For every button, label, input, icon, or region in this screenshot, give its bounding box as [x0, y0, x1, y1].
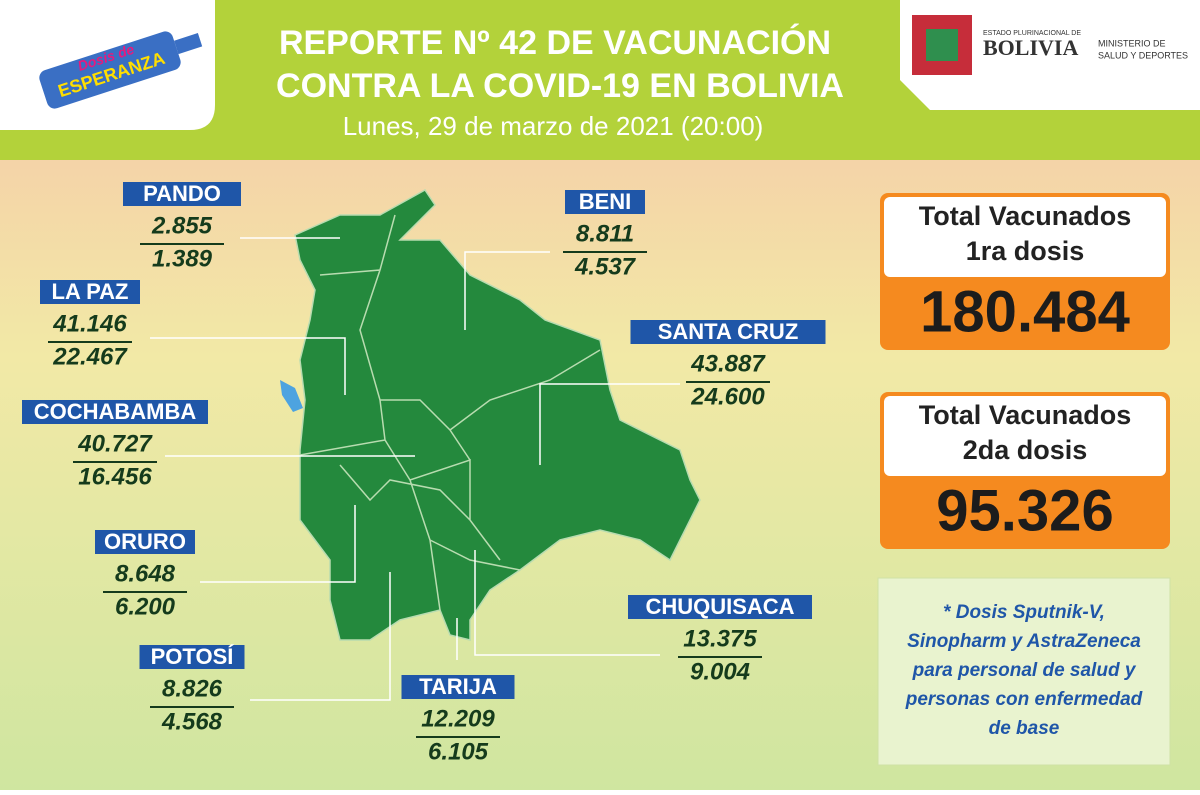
ministry-name: SALUD Y DEPORTES — [1098, 50, 1188, 60]
department-name: PANDO — [143, 181, 221, 206]
title: REPORTE Nº 42 DE VACUNACIÓN — [279, 24, 831, 62]
needle — [174, 33, 203, 55]
department-name: LA PAZ — [52, 279, 129, 304]
note-line: para personal de salud y — [912, 660, 1137, 681]
total-value: 180.484 — [920, 279, 1130, 344]
second-dose: 6.200 — [115, 593, 176, 620]
second-dose: 1.389 — [152, 245, 213, 272]
total-label: Total Vacunados — [919, 201, 1132, 231]
department-label-box — [40, 280, 140, 304]
department-label-box — [401, 675, 515, 699]
department-label-box — [630, 320, 826, 344]
leader-line — [200, 505, 356, 583]
total-label-bg — [884, 197, 1166, 277]
first-dose: 40.727 — [77, 430, 153, 457]
first-dose: 41.146 — [52, 310, 127, 337]
note-line: de base — [989, 718, 1060, 739]
total-label: 2da dosis — [963, 435, 1088, 465]
total-label: Total Vacunados — [919, 400, 1132, 430]
date: Lunes, 29 de marzo de 2021 (20:00) — [343, 111, 764, 141]
department-name: ORURO — [104, 529, 186, 554]
department-name: CHUQUISACA — [645, 594, 794, 619]
total-label: 1ra dosis — [966, 236, 1085, 266]
second-dose: 22.467 — [52, 343, 128, 370]
department-name: POTOSÍ — [151, 644, 235, 669]
lake-titicaca — [280, 380, 303, 412]
department-label-box — [95, 530, 195, 554]
note-box — [877, 577, 1171, 766]
ministry-panel — [900, 0, 1200, 110]
department-name: SANTA CRUZ — [658, 319, 799, 344]
department-label-box — [22, 400, 208, 424]
map — [280, 189, 701, 641]
ministry-state: ESTADO PLURINACIONAL DE — [983, 30, 1081, 37]
leader-line — [474, 550, 660, 656]
syringe — [39, 31, 181, 109]
ministry-country: BOLIVIA — [983, 35, 1078, 60]
emblem — [926, 29, 958, 61]
first-dose: 8.811 — [576, 220, 634, 247]
second-dose: 4.537 — [574, 253, 637, 280]
leader-line — [150, 337, 346, 395]
second-dose: 24.600 — [690, 383, 765, 410]
leader-line — [464, 251, 550, 330]
department-name: TARIJA — [419, 674, 497, 699]
note-line: personas con enfermedad — [905, 689, 1143, 710]
department-name: COCHABAMBA — [34, 399, 197, 424]
department-label-box — [139, 645, 245, 669]
first-dose: 8.648 — [115, 560, 176, 587]
note-line: Sinopharm y AstraZeneca — [907, 631, 1141, 652]
department-label-box — [123, 182, 241, 206]
ministry-name: MINISTERIO DE — [1098, 38, 1166, 48]
department-label-box — [565, 190, 645, 214]
first-dose: 8.826 — [162, 675, 223, 702]
title: CONTRA LA COVID-19 EN BOLIVIA — [276, 67, 844, 105]
second-dose: 4.568 — [161, 708, 223, 735]
second-dose: 6.105 — [428, 738, 489, 765]
bolivia-map — [294, 189, 701, 641]
first-dose: 12.209 — [421, 705, 495, 732]
department-label-box — [628, 595, 812, 619]
note-line: * Dosis Sputnik-V, — [943, 602, 1105, 623]
leader-line — [539, 383, 680, 465]
department-borders — [299, 214, 601, 611]
first-dose: 43.887 — [690, 350, 766, 377]
second-dose: 9.004 — [690, 658, 750, 685]
first-dose: 2.855 — [151, 212, 213, 239]
total-label-bg — [884, 396, 1166, 476]
total-value: 95.326 — [936, 478, 1113, 543]
second-dose: 16.456 — [78, 463, 152, 490]
department-name: BENI — [579, 189, 632, 214]
first-dose: 13.375 — [683, 625, 757, 652]
leader-line — [250, 572, 391, 701]
